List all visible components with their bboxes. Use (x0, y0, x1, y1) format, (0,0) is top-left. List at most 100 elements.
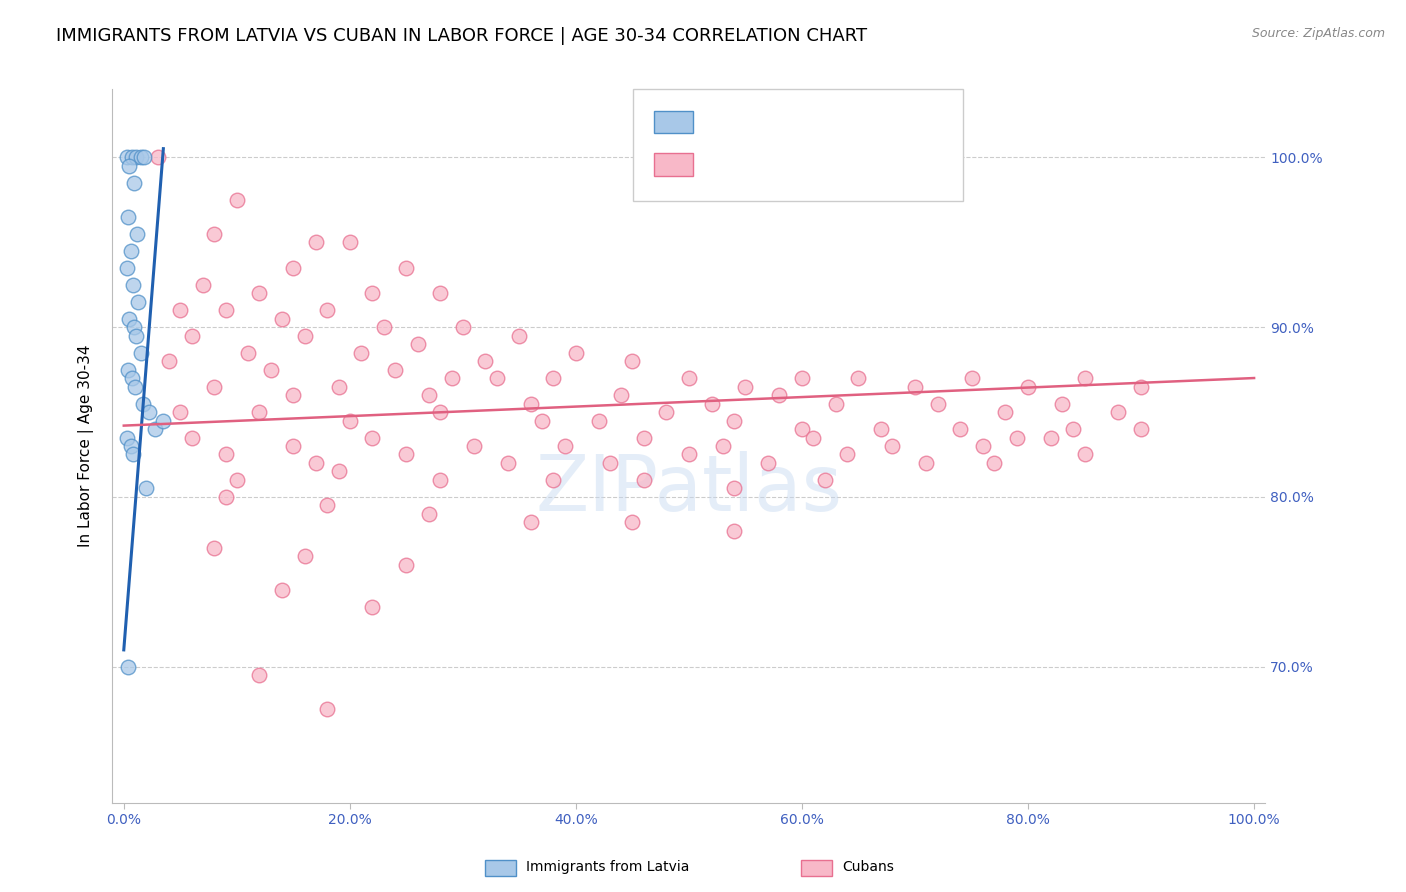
Point (395, 448, 418, 462)
Point (429, 473, 451, 487)
Point (1073, 448, 1095, 462)
Point (361, 600, 384, 615)
Point (316, 303, 339, 318)
Point (236, 345, 259, 359)
Point (271, 583, 294, 598)
Point (801, 430, 824, 444)
Point (395, 558, 418, 572)
Point (621, 516, 644, 530)
Point (949, 422, 972, 436)
Point (138, 405, 160, 419)
Y-axis label: In Labor Force | Age 30-34: In Labor Force | Age 30-34 (77, 344, 94, 548)
Point (678, 371, 700, 385)
Point (870, 422, 893, 436)
Point (554, 439, 576, 453)
Point (120, 244, 142, 258)
Point (294, 549, 316, 564)
Point (115, 150, 138, 164)
Text: ZIPatlas: ZIPatlas (536, 450, 842, 527)
Point (214, 490, 236, 504)
Point (825, 396, 848, 410)
Point (115, 260, 138, 275)
Point (328, 379, 350, 393)
Point (260, 362, 283, 376)
Point (621, 354, 644, 368)
Point (904, 379, 927, 393)
Point (790, 422, 813, 436)
Point (271, 311, 294, 326)
Text: 0.413: 0.413 (755, 112, 811, 129)
Point (146, 150, 169, 164)
Point (283, 260, 305, 275)
Point (118, 311, 141, 326)
Point (599, 456, 621, 470)
Point (121, 448, 143, 462)
Point (202, 379, 225, 393)
Point (361, 286, 384, 301)
Point (678, 448, 700, 462)
Point (655, 405, 678, 419)
Point (1073, 371, 1095, 385)
Point (837, 448, 859, 462)
Point (129, 345, 152, 359)
Point (328, 465, 350, 479)
Point (451, 320, 474, 334)
Point (122, 320, 145, 334)
Point (135, 482, 157, 496)
Point (169, 405, 191, 419)
Point (117, 660, 139, 674)
Point (249, 405, 271, 419)
Point (214, 448, 236, 462)
Point (543, 371, 565, 385)
Point (249, 668, 271, 682)
Point (530, 413, 553, 427)
Point (152, 413, 174, 427)
Point (361, 430, 384, 444)
Point (496, 456, 519, 470)
Point (768, 388, 790, 402)
Point (125, 150, 148, 164)
Point (125, 328, 148, 343)
Point (169, 303, 191, 318)
Point (339, 413, 361, 427)
Point (711, 439, 734, 453)
Point (519, 516, 541, 530)
Text: Immigrants from Latvia: Immigrants from Latvia (526, 860, 689, 874)
Point (283, 439, 305, 453)
Point (1130, 379, 1153, 393)
Point (508, 328, 530, 343)
Point (305, 235, 328, 249)
Point (406, 337, 429, 351)
Point (610, 388, 633, 402)
Point (723, 524, 745, 538)
Point (927, 396, 949, 410)
Point (1005, 430, 1028, 444)
Text: 106: 106 (853, 154, 891, 172)
Point (519, 396, 541, 410)
Point (588, 413, 610, 427)
Point (429, 405, 451, 419)
Point (316, 702, 339, 716)
Point (120, 439, 142, 453)
Point (117, 210, 139, 224)
Point (121, 150, 143, 164)
Point (915, 456, 938, 470)
Point (1050, 396, 1073, 410)
Point (202, 541, 225, 555)
Point (1039, 430, 1062, 444)
Point (734, 379, 756, 393)
Point (418, 507, 440, 521)
Point (145, 422, 167, 436)
Point (249, 286, 271, 301)
Point (294, 328, 316, 343)
Point (214, 303, 236, 318)
Point (1062, 422, 1084, 436)
Point (127, 227, 149, 241)
Point (633, 430, 655, 444)
Text: 0.092: 0.092 (755, 154, 811, 172)
Text: Source: ZipAtlas.com: Source: ZipAtlas.com (1251, 27, 1385, 40)
Point (463, 439, 485, 453)
Point (543, 473, 565, 487)
Point (790, 371, 813, 385)
Point (983, 456, 1005, 470)
